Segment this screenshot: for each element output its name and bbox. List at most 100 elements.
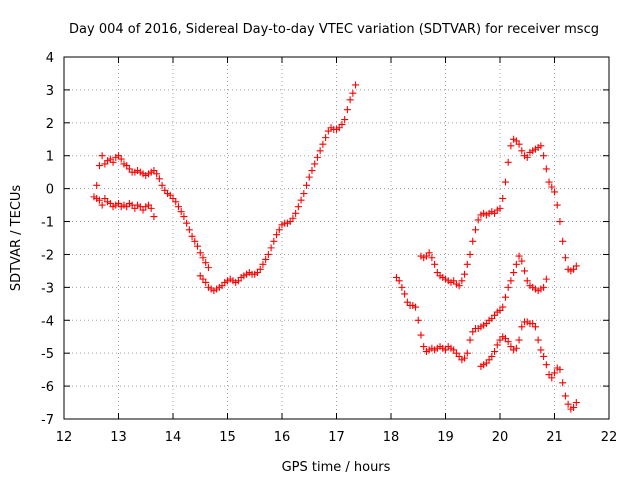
data-point: [518, 147, 526, 155]
data-point: [504, 158, 512, 166]
y-tick-label: -2: [41, 248, 54, 263]
data-point: [417, 331, 425, 339]
y-tick-label: -5: [41, 347, 54, 362]
data-point: [542, 361, 550, 369]
y-tick-label: 1: [46, 150, 54, 165]
data-point: [561, 392, 569, 400]
data-point: [270, 237, 278, 245]
data-point: [322, 134, 330, 142]
data-point: [338, 120, 346, 128]
x-tick-label: 21: [546, 430, 563, 445]
data-point: [570, 403, 578, 411]
data-point: [556, 218, 564, 226]
data-point: [540, 352, 548, 360]
data-point: [264, 250, 272, 258]
data-point: [531, 323, 539, 331]
y-axis-label: SDTVAR / TECUs: [9, 185, 24, 292]
data-point: [395, 277, 403, 285]
data-point: [540, 152, 548, 160]
x-tick-label: 22: [601, 430, 618, 445]
data-point: [491, 348, 499, 356]
data-point: [521, 267, 529, 275]
y-tick-label: -3: [41, 281, 54, 296]
data-point: [414, 316, 422, 324]
data-point: [158, 181, 166, 189]
data-point: [559, 237, 567, 245]
data-point: [177, 208, 185, 216]
data-point: [275, 226, 283, 234]
data-point: [553, 201, 561, 209]
data-point: [499, 303, 507, 311]
data-point: [542, 275, 550, 283]
data-point: [523, 277, 531, 285]
data-point: [98, 201, 106, 209]
series-3: [196, 81, 360, 295]
data-point: [493, 341, 501, 349]
data-point: [188, 232, 196, 240]
y-tick-label: 4: [46, 51, 54, 66]
data-point: [412, 303, 420, 311]
data-point: [501, 293, 509, 301]
x-tick-label: 13: [110, 430, 127, 445]
data-point: [401, 290, 409, 298]
data-point: [202, 259, 210, 267]
data-point: [523, 153, 531, 161]
data-point: [507, 277, 515, 285]
data-point: [556, 366, 564, 374]
data-point: [425, 249, 433, 257]
data-point: [518, 323, 526, 331]
data-point: [292, 209, 300, 217]
data-point: [515, 336, 523, 344]
data-point: [420, 343, 428, 351]
data-point: [466, 336, 474, 344]
y-tick-label: 3: [46, 84, 54, 99]
x-tick-label: 12: [56, 430, 73, 445]
data-point: [428, 254, 436, 262]
series-1: [90, 152, 212, 272]
data-point: [488, 352, 496, 360]
data-point: [311, 160, 319, 168]
x-tick-label: 15: [219, 430, 236, 445]
data-point: [153, 170, 161, 178]
data-point: [499, 195, 507, 203]
data-point: [398, 283, 406, 291]
data-point: [542, 165, 550, 173]
data-point: [534, 336, 542, 344]
y-tick-label: -1: [41, 216, 54, 231]
y-tick-label: -6: [41, 380, 54, 395]
data-point: [561, 254, 569, 262]
data-point: [180, 213, 188, 221]
data-point: [540, 283, 548, 291]
data-point: [308, 167, 316, 175]
data-point: [461, 270, 469, 278]
data-point: [259, 260, 267, 268]
series-5: [417, 135, 580, 290]
data-point: [199, 254, 207, 262]
data-point: [455, 282, 463, 290]
data-point: [273, 231, 281, 239]
data-point: [341, 116, 349, 124]
x-tick-label: 14: [165, 430, 182, 445]
series-4: [392, 252, 550, 364]
data-point: [518, 257, 526, 265]
data-point: [559, 379, 567, 387]
data-point: [507, 142, 515, 150]
data-points: [90, 81, 580, 413]
data-point: [564, 400, 572, 408]
data-point: [551, 188, 558, 196]
data-point: [300, 190, 308, 198]
data-point: [548, 374, 556, 382]
data-point: [262, 255, 270, 263]
x-tick-label: 18: [383, 430, 400, 445]
data-point: [196, 249, 204, 257]
data-point: [294, 203, 302, 211]
x-tick-label: 19: [437, 430, 454, 445]
data-point: [537, 142, 545, 150]
y-tick-label: 2: [46, 117, 54, 132]
y-tick-label: -4: [41, 314, 54, 329]
data-point: [512, 260, 520, 268]
data-point: [174, 203, 182, 211]
data-point: [313, 153, 321, 161]
data-point: [95, 162, 103, 170]
